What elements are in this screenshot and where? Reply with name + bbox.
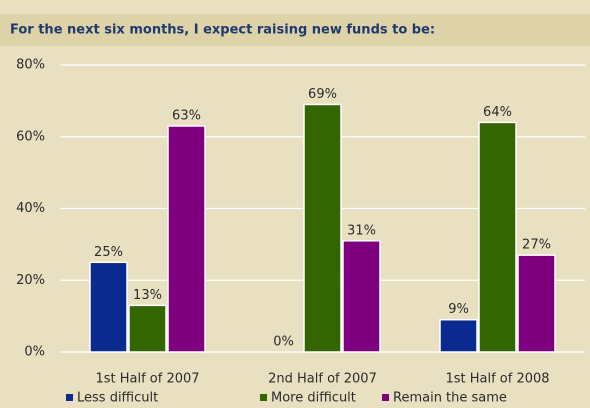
y-tick-label: 0% — [24, 345, 45, 360]
y-tick-label: 80% — [16, 58, 45, 73]
bar — [439, 318, 478, 353]
bar — [303, 103, 342, 353]
legend-label: More difficult — [271, 391, 356, 406]
chart-title: For the next six months, I expect raisin… — [10, 23, 435, 38]
bar — [167, 125, 206, 353]
value-label: 25% — [94, 245, 123, 260]
y-tick-label: 40% — [16, 201, 45, 216]
value-label: 31% — [347, 223, 376, 238]
x-tick-label: 1st Half of 2007 — [95, 372, 199, 387]
title-band — [0, 14, 590, 46]
value-label: 0% — [273, 335, 294, 350]
legend-label: Remain the same — [393, 391, 507, 406]
value-label: 27% — [522, 238, 551, 253]
bar — [128, 304, 167, 353]
legend-swatch — [382, 394, 389, 401]
bar — [478, 121, 517, 353]
legend-label: Less difficult — [77, 391, 158, 406]
legend-swatch — [66, 394, 73, 401]
value-label: 69% — [308, 87, 337, 102]
value-label: 9% — [448, 302, 469, 317]
value-label: 13% — [133, 288, 162, 303]
x-tick-label: 2nd Half of 2007 — [268, 372, 377, 387]
y-tick-label: 20% — [16, 273, 45, 288]
value-label: 64% — [483, 105, 512, 120]
x-tick-label: 1st Half of 2008 — [445, 372, 549, 387]
value-label: 63% — [172, 108, 201, 123]
bar — [517, 254, 556, 353]
y-tick-label: 60% — [16, 129, 45, 144]
legend-swatch — [260, 394, 267, 401]
bar — [89, 261, 128, 353]
bar — [342, 240, 381, 353]
